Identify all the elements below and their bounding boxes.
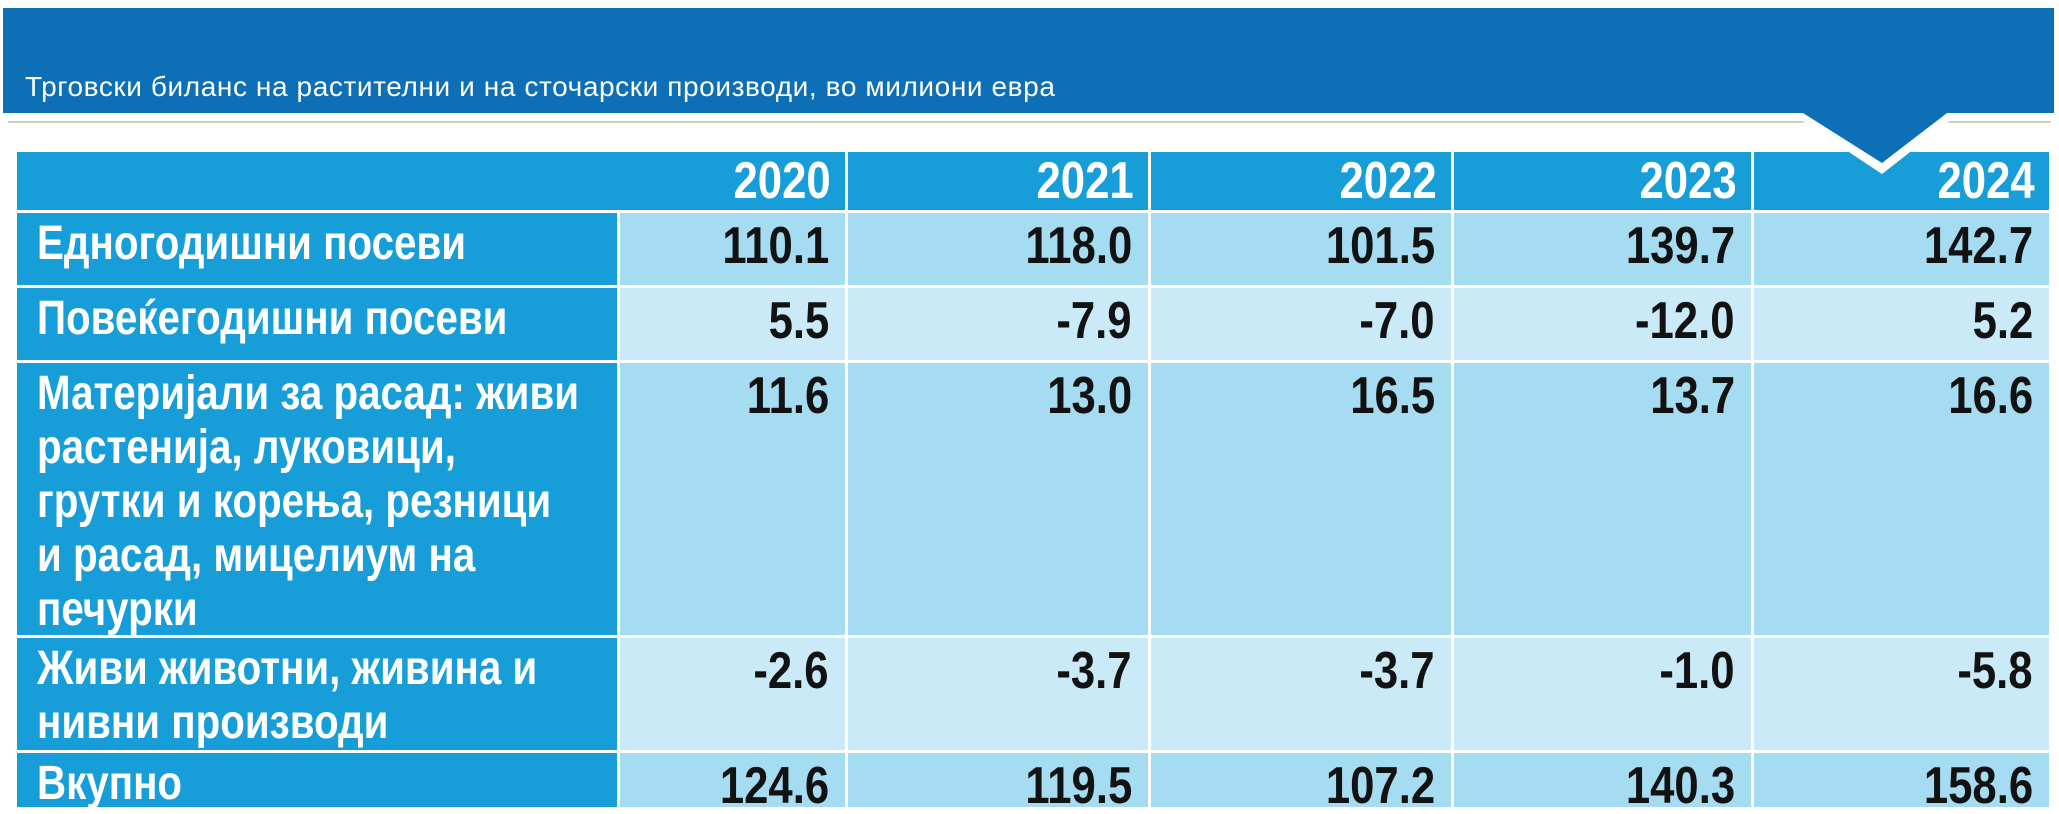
value-cell: 158.6 <box>1754 753 2049 807</box>
value-cell: 119.5 <box>848 753 1148 807</box>
value-cell: -7.9 <box>848 288 1148 360</box>
row-label-total: Вкупно <box>17 753 617 807</box>
row-label-planting-material: Материјали за расад: живи растенија, лук… <box>17 363 617 635</box>
row-label-perennial-crops: Повеќегодишни посеви <box>17 288 617 360</box>
year-header-2024: 2024 <box>1754 152 2049 210</box>
value-cell: -5.8 <box>1754 638 2049 750</box>
value-cell: 16.5 <box>1151 363 1451 635</box>
year-header-2023: 2023 <box>1454 152 1751 210</box>
infographic-title: Трговски биланс на растителни и на сточа… <box>25 71 1056 103</box>
value-cell: 16.6 <box>1754 363 2049 635</box>
value-cell: 107.2 <box>1151 753 1451 807</box>
title-bar: Трговски биланс на растителни и на сточа… <box>3 8 2054 113</box>
year-header-2021: 2021 <box>848 152 1148 210</box>
value-cell: 110.1 <box>620 213 845 285</box>
value-cell: -12.0 <box>1454 288 1751 360</box>
year-header-2020: 2020 <box>17 152 845 210</box>
value-cell: 13.0 <box>848 363 1148 635</box>
value-cell: -3.7 <box>1151 638 1451 750</box>
value-cell: 118.0 <box>848 213 1148 285</box>
value-cell: -3.7 <box>848 638 1148 750</box>
row-label-live-animals: Живи животни, живина и нивни производи <box>17 638 617 750</box>
value-cell: 101.5 <box>1151 213 1451 285</box>
value-cell: 5.2 <box>1754 288 2049 360</box>
title-underline <box>8 121 2051 123</box>
value-cell: -7.0 <box>1151 288 1451 360</box>
value-cell: 124.6 <box>620 753 845 807</box>
value-cell: 142.7 <box>1754 213 2049 285</box>
value-cell: -2.6 <box>620 638 845 750</box>
row-label-annual-crops: Едногодишни посеви <box>17 213 617 285</box>
callout-pointer-icon <box>1790 113 1960 174</box>
value-cell: 140.3 <box>1454 753 1751 807</box>
value-cell: 13.7 <box>1454 363 1751 635</box>
value-cell: 5.5 <box>620 288 845 360</box>
value-cell: -1.0 <box>1454 638 1751 750</box>
year-header-2022: 2022 <box>1151 152 1451 210</box>
trade-balance-table: 2020 2021 2022 2023 2024 Едногодишни пос… <box>17 152 2049 807</box>
value-cell: 139.7 <box>1454 213 1751 285</box>
value-cell: 11.6 <box>620 363 845 635</box>
